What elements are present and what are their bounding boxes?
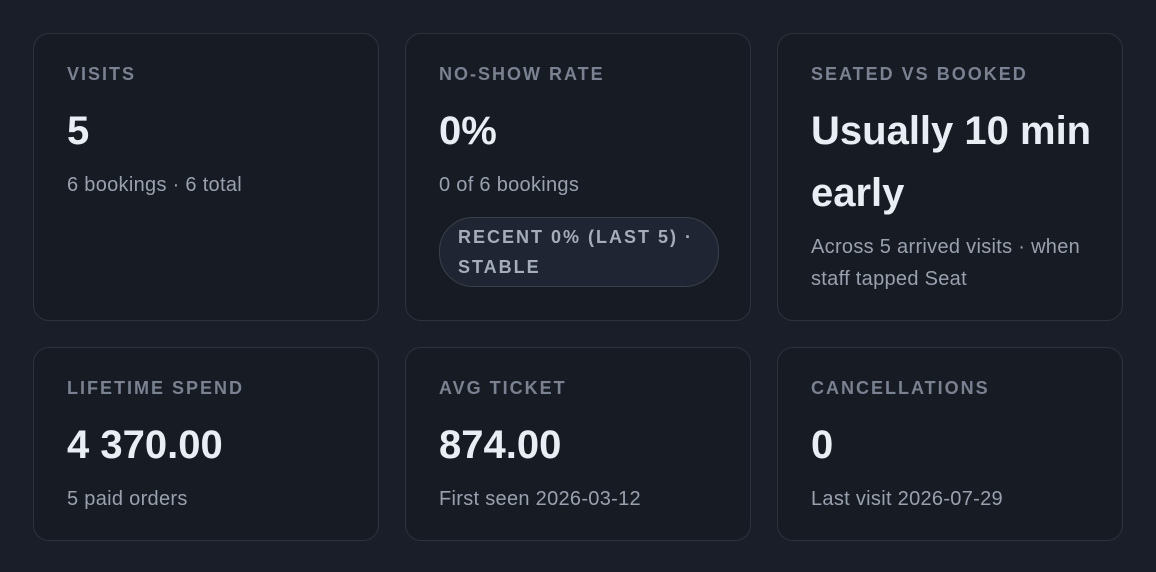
stat-note: First seen 2026-03-12 <box>439 488 641 510</box>
stat-label: AVG TICKET <box>439 378 567 398</box>
stat-card: AVG TICKET 874.00 First seen 2026-03-12 <box>405 347 751 541</box>
stat-card: CANCELLATIONS 0 Last visit 2026-07-29 <box>777 347 1123 541</box>
badge-row: RECENT 0% (LAST 5) · STABLE <box>439 201 730 287</box>
stat-value: Usually 10 min early <box>811 109 1092 215</box>
stat-value: 5 <box>67 109 90 153</box>
trend-badge: RECENT 0% (LAST 5) · STABLE <box>439 217 719 287</box>
stat-note: Last visit 2026-07-29 <box>811 488 1003 510</box>
stat-card: NO-SHOW RATE 0% 0 of 6 bookings RECENT 0% (… <box>405 33 751 321</box>
stat-card: VISITS 5 6 bookings · 6 total <box>33 33 379 321</box>
stat-card: LIFETIME SPEND 4 370.00 5 paid orders <box>33 347 379 541</box>
stat-label: LIFETIME SPEND <box>67 378 245 398</box>
stat-value: 0% <box>439 109 497 153</box>
stat-label: SEATED VS BOOKED <box>811 64 1028 84</box>
stat-value: 874.00 <box>439 423 562 467</box>
stat-note: 0 of 6 bookings <box>439 174 580 196</box>
stat-card: SEATED VS BOOKED Usually 10 min early Acro… <box>777 33 1123 321</box>
stat-note: Across 5 arrived visits · when staff tap… <box>811 236 1081 290</box>
stat-note: 5 paid orders <box>67 488 188 510</box>
stat-label: CANCELLATIONS <box>811 378 990 398</box>
stat-value: 4 370.00 <box>67 423 223 467</box>
stat-label: NO-SHOW RATE <box>439 64 605 84</box>
stat-label: VISITS <box>67 64 137 84</box>
stat-value: 0 <box>811 423 834 467</box>
stat-note: 6 bookings · 6 total <box>67 174 242 196</box>
